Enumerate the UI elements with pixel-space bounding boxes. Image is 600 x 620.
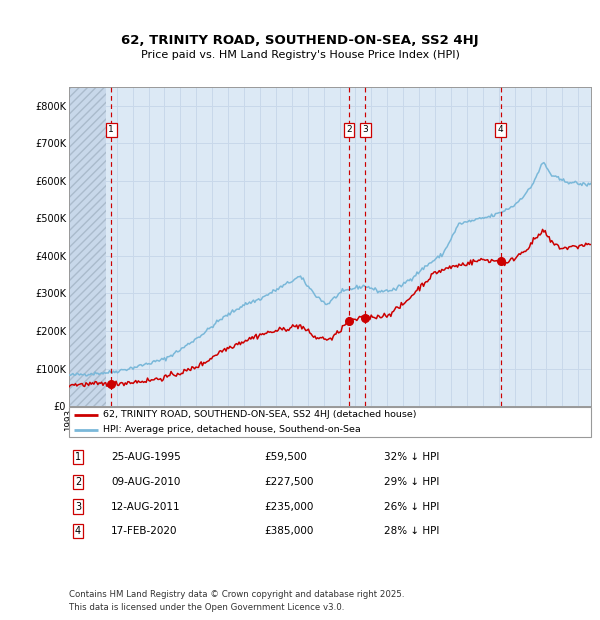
- Text: 2: 2: [346, 125, 352, 135]
- Text: 1: 1: [75, 452, 81, 462]
- Text: £385,000: £385,000: [264, 526, 313, 536]
- Text: 26% ↓ HPI: 26% ↓ HPI: [384, 502, 439, 512]
- Text: 62, TRINITY ROAD, SOUTHEND-ON-SEA, SS2 4HJ (detached house): 62, TRINITY ROAD, SOUTHEND-ON-SEA, SS2 4…: [103, 410, 416, 419]
- Text: £59,500: £59,500: [264, 452, 307, 462]
- Text: Contains HM Land Registry data © Crown copyright and database right 2025.
This d: Contains HM Land Registry data © Crown c…: [69, 590, 404, 612]
- Text: 25-AUG-1995: 25-AUG-1995: [111, 452, 181, 462]
- Text: £227,500: £227,500: [264, 477, 314, 487]
- Text: 28% ↓ HPI: 28% ↓ HPI: [384, 526, 439, 536]
- Text: 32% ↓ HPI: 32% ↓ HPI: [384, 452, 439, 462]
- Text: £235,000: £235,000: [264, 502, 313, 512]
- Text: 12-AUG-2011: 12-AUG-2011: [111, 502, 181, 512]
- Text: 29% ↓ HPI: 29% ↓ HPI: [384, 477, 439, 487]
- Text: 4: 4: [75, 526, 81, 536]
- Text: 1: 1: [108, 125, 114, 135]
- Text: 17-FEB-2020: 17-FEB-2020: [111, 526, 178, 536]
- Text: 3: 3: [75, 502, 81, 512]
- Text: Price paid vs. HM Land Registry's House Price Index (HPI): Price paid vs. HM Land Registry's House …: [140, 50, 460, 60]
- Text: 62, TRINITY ROAD, SOUTHEND-ON-SEA, SS2 4HJ: 62, TRINITY ROAD, SOUTHEND-ON-SEA, SS2 4…: [121, 34, 479, 46]
- Text: 4: 4: [498, 125, 503, 135]
- Text: 3: 3: [362, 125, 368, 135]
- Text: 2: 2: [75, 477, 81, 487]
- Text: 09-AUG-2010: 09-AUG-2010: [111, 477, 181, 487]
- Text: HPI: Average price, detached house, Southend-on-Sea: HPI: Average price, detached house, Sout…: [103, 425, 361, 434]
